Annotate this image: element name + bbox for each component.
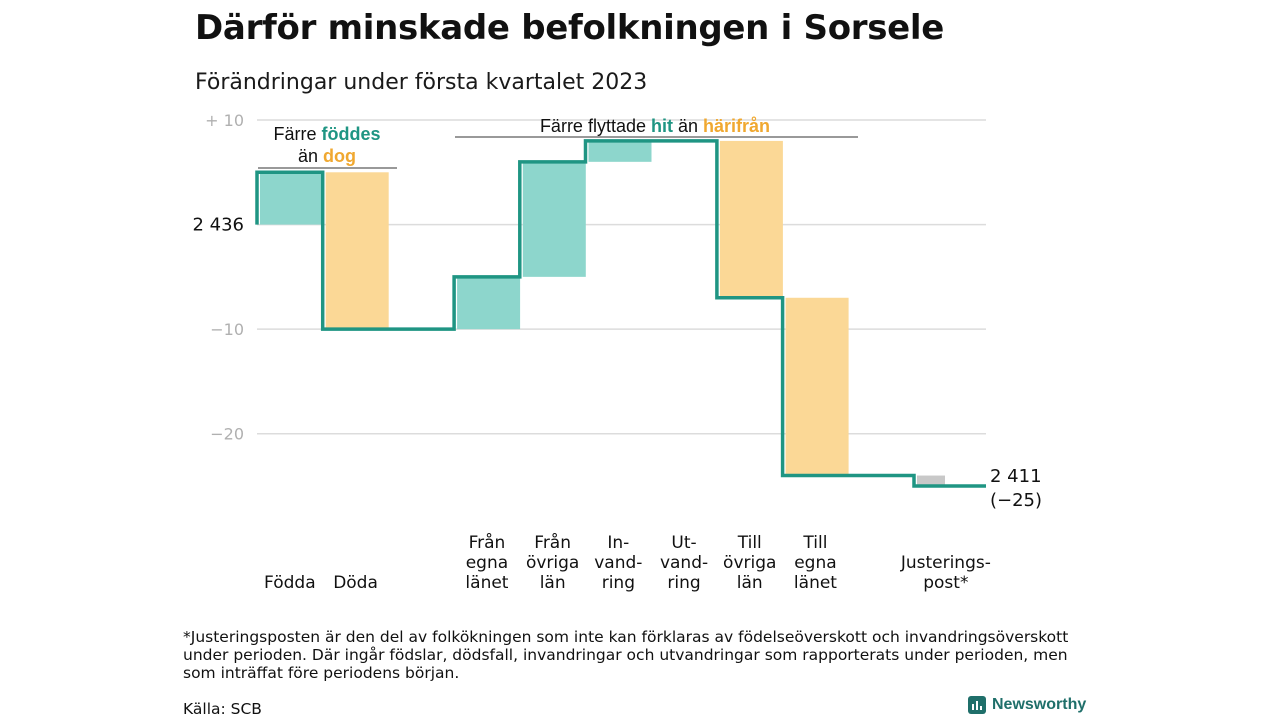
bar <box>588 140 652 162</box>
y-tick-label: + 10 <box>205 111 244 130</box>
category-label: post* <box>923 573 968 593</box>
end-change-label: (−25) <box>990 490 1042 511</box>
bar <box>719 140 783 298</box>
annotation-part: hit <box>651 116 673 136</box>
category-label: övriga <box>723 553 776 573</box>
bar <box>457 276 521 330</box>
annotation-part: dog <box>323 146 356 166</box>
footnote: *Justeringsposten är den del av folkökni… <box>183 628 1069 682</box>
newsworthy-icon <box>968 696 986 714</box>
category-label: län <box>540 573 566 593</box>
category-label: län <box>737 573 763 593</box>
category-label: vand- <box>594 553 642 573</box>
category-label: Från <box>469 532 506 553</box>
category-label: ring <box>667 573 700 593</box>
category-label: vand- <box>660 553 708 573</box>
annotation-part: än <box>298 146 323 166</box>
annotation-births-line2: än dog <box>298 146 356 166</box>
annotation-migration: Färre flyttade hit än härifrån <box>540 116 770 136</box>
category-label: In- <box>607 533 629 553</box>
annotation-part: föddes <box>322 124 381 144</box>
category-label: egna <box>466 553 508 573</box>
category-label: Justerings- <box>900 553 991 573</box>
bar <box>325 172 389 330</box>
y-tick-label: −10 <box>210 320 244 339</box>
cumulative-step-line <box>255 139 986 488</box>
end-value-label: 2 411 <box>990 466 1042 487</box>
annotation-part: Färre flyttade <box>540 116 651 136</box>
step-line <box>255 139 986 488</box>
category-label: Till <box>737 533 762 553</box>
annotation-part: Färre <box>273 124 321 144</box>
start-value-label: 2 436 <box>192 215 244 236</box>
category-label: ring <box>602 573 635 593</box>
annotation-part: än <box>673 116 703 136</box>
bar <box>260 172 323 225</box>
category-label: övriga <box>526 553 579 573</box>
category-label: Döda <box>333 573 378 593</box>
brand-name: Newsworthy <box>992 696 1087 713</box>
category-label: Födda <box>264 573 316 593</box>
y-tick-label: −20 <box>210 425 244 444</box>
category-label: Till <box>802 533 827 553</box>
source-label: Källa: SCB <box>183 700 262 718</box>
category-label: länet <box>794 573 837 593</box>
category-label: Ut- <box>671 533 696 553</box>
bar <box>917 475 945 486</box>
annotation-part: härifrån <box>703 116 770 136</box>
brand-logo: Newsworthy <box>968 696 1086 714</box>
bar <box>785 297 849 476</box>
category-label: egna <box>794 553 836 573</box>
chart-subtitle: Förändringar under första kvartalet 2023 <box>195 70 648 95</box>
bar <box>522 161 586 277</box>
chart-title: Därför minskade befolkningen i Sorsele <box>195 8 945 48</box>
annotation-births-line1: Färre föddes <box>273 124 380 144</box>
bars <box>260 140 945 486</box>
category-label: Från <box>534 532 571 553</box>
category-label: länet <box>465 573 508 593</box>
